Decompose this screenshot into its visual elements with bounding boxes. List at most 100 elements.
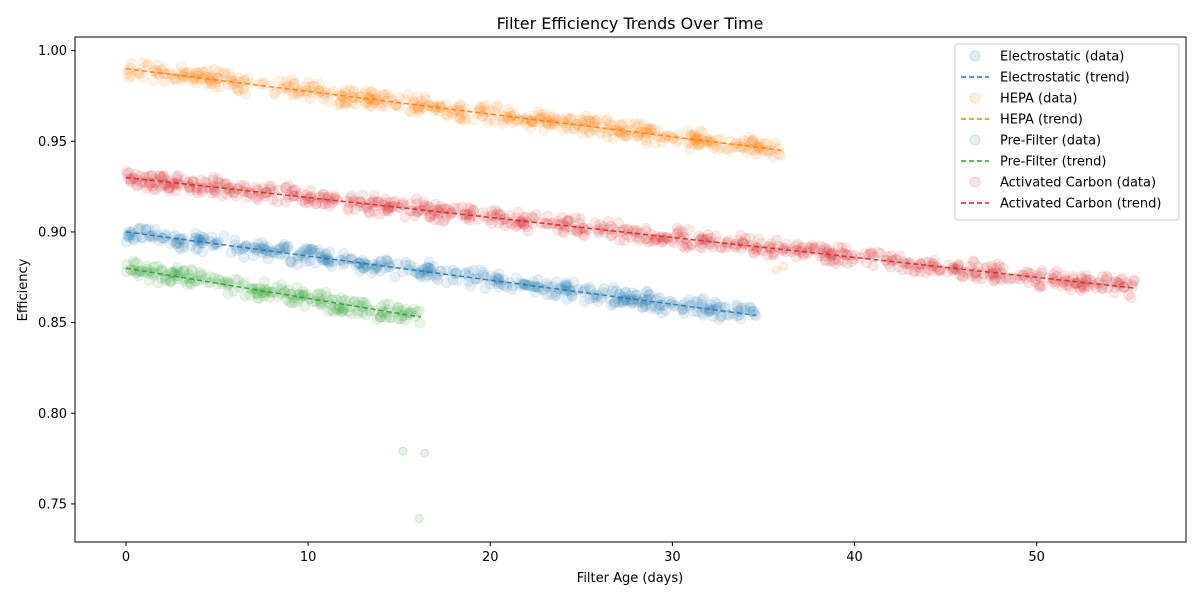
data-point — [282, 240, 294, 252]
data-point — [1023, 277, 1035, 289]
legend-label: Activated Carbon (trend) — [1000, 197, 1161, 212]
data-point — [499, 220, 511, 232]
data-point — [146, 170, 158, 182]
data-point — [164, 183, 176, 195]
data-point — [656, 131, 668, 143]
data-point — [384, 312, 396, 324]
data-point — [589, 217, 601, 229]
data-point — [713, 314, 725, 325]
data-point — [715, 142, 727, 154]
data-point — [438, 203, 450, 215]
data-point — [363, 206, 375, 218]
data-point — [685, 129, 697, 141]
data-point — [593, 227, 604, 239]
data-point — [424, 201, 436, 213]
data-point — [316, 198, 328, 210]
data-point — [1077, 281, 1089, 293]
data-point — [731, 141, 743, 153]
data-point — [519, 114, 530, 126]
data-point — [409, 102, 420, 114]
data-point — [474, 102, 486, 114]
data-point — [190, 243, 202, 255]
data-point — [283, 296, 295, 308]
data-point — [323, 96, 334, 108]
data-point — [620, 286, 632, 298]
x-tick-label: 10 — [300, 550, 317, 565]
data-point — [285, 256, 296, 268]
data-point — [252, 194, 264, 206]
y-tick-label: 0.95 — [38, 135, 67, 150]
data-point — [123, 173, 135, 185]
data-point — [241, 191, 252, 203]
data-point — [580, 282, 591, 294]
data-point — [154, 181, 166, 193]
data-point — [773, 148, 785, 160]
data-point — [256, 237, 268, 249]
data-point — [257, 287, 268, 299]
data-point — [541, 289, 553, 301]
data-point — [190, 227, 202, 239]
data-point — [176, 61, 188, 72]
data-point — [149, 224, 161, 236]
data-point — [618, 234, 630, 246]
data-point — [739, 302, 751, 314]
outlier-point — [771, 265, 781, 275]
data-point — [212, 176, 224, 188]
data-point — [485, 270, 497, 282]
data-point — [129, 257, 141, 269]
data-point — [650, 303, 662, 315]
data-point — [643, 289, 655, 301]
data-point — [755, 238, 767, 249]
data-point — [841, 249, 853, 261]
data-point — [155, 272, 167, 284]
data-point — [357, 263, 369, 275]
data-point — [616, 118, 628, 130]
data-point — [141, 58, 153, 70]
data-point — [214, 81, 226, 93]
data-point — [336, 306, 348, 318]
data-point — [265, 246, 277, 258]
data-point — [548, 111, 560, 122]
legend-marker — [969, 176, 981, 188]
data-point — [872, 246, 884, 258]
data-point — [748, 145, 760, 157]
data-point — [1106, 277, 1118, 289]
data-point — [587, 292, 599, 304]
data-point — [600, 115, 612, 127]
data-point — [191, 67, 203, 79]
data-point — [186, 264, 198, 276]
data-point — [123, 72, 135, 84]
data-point — [223, 68, 235, 80]
data-point — [280, 182, 292, 194]
data-point — [348, 85, 360, 97]
data-point — [178, 241, 190, 253]
data-point — [560, 277, 572, 289]
data-point — [606, 229, 618, 241]
data-point — [212, 173, 224, 185]
data-point — [604, 118, 616, 130]
data-point — [981, 261, 993, 273]
data-point — [934, 265, 946, 276]
data-point — [298, 290, 310, 302]
data-point — [454, 111, 466, 123]
data-point — [561, 294, 573, 305]
data-point — [441, 108, 453, 120]
data-point — [304, 244, 315, 256]
data-point — [368, 262, 380, 274]
data-point — [192, 243, 204, 254]
data-point — [1075, 271, 1087, 282]
data-point — [741, 147, 753, 159]
data-point — [324, 246, 336, 258]
data-point — [592, 113, 604, 125]
data-point — [150, 177, 162, 189]
data-point — [369, 97, 381, 109]
data-point — [258, 78, 270, 90]
legend-label: Pre-Filter (data) — [1000, 134, 1101, 149]
data-point — [346, 190, 358, 202]
data-point — [257, 76, 269, 88]
data-point — [456, 209, 468, 221]
data-point — [942, 266, 954, 278]
data-point — [704, 134, 716, 146]
data-point — [486, 217, 498, 229]
data-point — [159, 174, 171, 186]
